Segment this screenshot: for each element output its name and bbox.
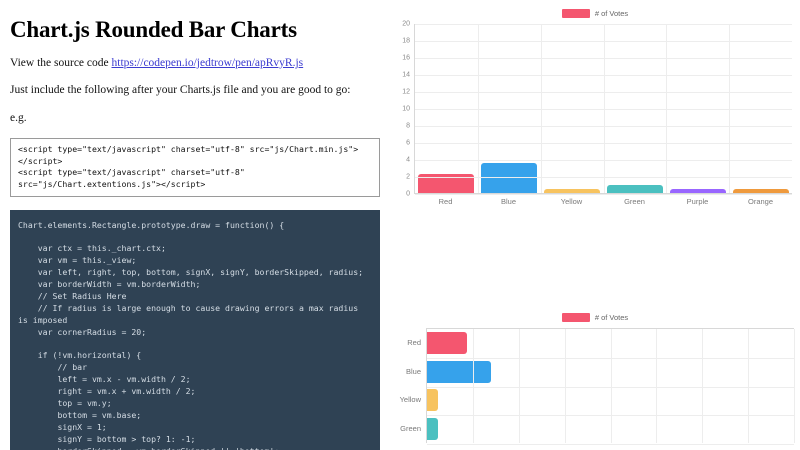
gridline-vertical (610, 329, 612, 443)
y-axis-category-labels: Red Blue Yellow Green (390, 328, 424, 443)
y-tick-label: 0 (406, 190, 410, 198)
bar-cell (427, 415, 794, 444)
bar-yellow[interactable] (427, 389, 438, 412)
bar-cell (666, 24, 729, 193)
y-tick-label: 20 (402, 20, 410, 28)
article-column: Chart.js Rounded Bar Charts View the sou… (0, 0, 390, 450)
chart-legend-vertical[interactable]: # of Votes (390, 6, 800, 20)
y-tick-label: 6 (406, 139, 410, 147)
charts-column: # of Votes 0 2 4 6 8 10 12 14 16 18 20 Red Blue Yell… (390, 0, 800, 450)
bar-cell (427, 386, 794, 415)
y-tick-label: 10 (402, 105, 410, 113)
eg-label: e.g. (10, 111, 27, 124)
legend-swatch-icon (561, 312, 590, 322)
bar-red[interactable] (427, 332, 468, 355)
vertical-plot-canvas (414, 24, 792, 195)
y-tick-label: 18 (402, 37, 410, 45)
y-tick-label: 4 (406, 156, 410, 164)
bar-cell (729, 24, 792, 193)
gridline-vertical (794, 329, 795, 443)
bar-cell (478, 24, 541, 193)
vertical-plot-area: 0 2 4 6 8 10 12 14 16 18 20 Red Blue Yellow Green Purp… (390, 20, 800, 214)
horizontal-bar-chart[interactable]: # of Votes Red Blue Yellow Green (390, 310, 800, 450)
legend-swatch-icon (561, 8, 590, 18)
vertical-bars-group (415, 24, 792, 193)
gridline-horizontal (415, 194, 792, 195)
page-title: Chart.js Rounded Bar Charts (10, 17, 297, 42)
bar-green[interactable] (427, 417, 438, 440)
y-tick-label: 14 (402, 71, 410, 79)
y-tick-label: 8 (406, 122, 410, 130)
gridline-horizontal (427, 444, 794, 445)
gridline-vertical (603, 24, 605, 193)
gridline-vertical (656, 329, 658, 443)
y-tick-label: 12 (402, 88, 410, 96)
gridline-vertical (748, 329, 750, 443)
include-snippet-block: <script type="text/javascript" charset="… (10, 138, 380, 197)
bar-cell (427, 329, 794, 358)
y-axis-tick-labels: 0 2 4 6 8 10 12 14 16 18 20 (390, 20, 412, 198)
horizontal-plot-area: Red Blue Yellow Green (390, 328, 800, 446)
gridline-vertical (702, 329, 704, 443)
bar-blue[interactable] (427, 360, 492, 383)
gridline-vertical (472, 329, 474, 443)
bar-cell (415, 24, 478, 193)
source-code-link[interactable]: https://codepen.io/jedtrow/pen/apRvyR.js (111, 57, 304, 69)
bar-red[interactable] (418, 174, 475, 193)
x-category-label: Blue (500, 197, 516, 206)
legend-label: # of Votes (594, 312, 629, 322)
bar-blue[interactable] (481, 163, 538, 193)
x-category-label: Purple (686, 197, 709, 206)
instruction-paragraph: Just include the following after your Ch… (10, 84, 351, 97)
gridline-horizontal (427, 357, 794, 359)
gridline-vertical (729, 24, 731, 193)
legend-label: # of Votes (594, 8, 629, 18)
y-tick-label: 16 (402, 54, 410, 62)
gridline-vertical (477, 24, 479, 193)
bar-cell (603, 24, 666, 193)
y-category-label: Blue (405, 366, 421, 376)
bar-green[interactable] (606, 185, 663, 193)
gridline-horizontal (427, 386, 794, 388)
x-axis-category-labels: Red Blue Yellow Green Purple Orange (414, 197, 792, 206)
gridline-vertical (540, 24, 542, 193)
source-code-paragraph: View the source code https://codepen.io/… (10, 56, 380, 70)
gridline-vertical (564, 329, 566, 443)
y-tick-label: 2 (406, 173, 410, 181)
vertical-bar-chart[interactable]: # of Votes 0 2 4 6 8 10 12 14 16 18 20 Red Blue Yell… (390, 0, 800, 215)
chart-legend-horizontal[interactable]: # of Votes (390, 310, 800, 324)
source-snippet-block: Chart.elements.Rectangle.prototype.draw … (10, 209, 380, 450)
y-category-label: Yellow (399, 395, 421, 405)
horizontal-plot-canvas (426, 328, 795, 445)
bar-yellow[interactable] (544, 188, 601, 193)
bar-purple[interactable] (669, 189, 726, 193)
x-category-label: Red (438, 197, 453, 206)
gridline-vertical (666, 24, 668, 193)
x-category-label: Orange (747, 197, 774, 206)
gridline-vertical (518, 329, 520, 443)
bar-orange[interactable] (732, 188, 789, 193)
horizontal-bars-group (427, 329, 794, 443)
x-category-label: Yellow (560, 197, 583, 206)
gridline-horizontal (427, 415, 794, 417)
y-category-label: Green (400, 424, 421, 434)
y-category-label: Red (407, 337, 421, 347)
x-category-label: Green (624, 197, 645, 206)
bar-cell (427, 358, 794, 387)
source-code-prefix: View the source code (10, 57, 112, 69)
bar-cell (541, 24, 604, 193)
